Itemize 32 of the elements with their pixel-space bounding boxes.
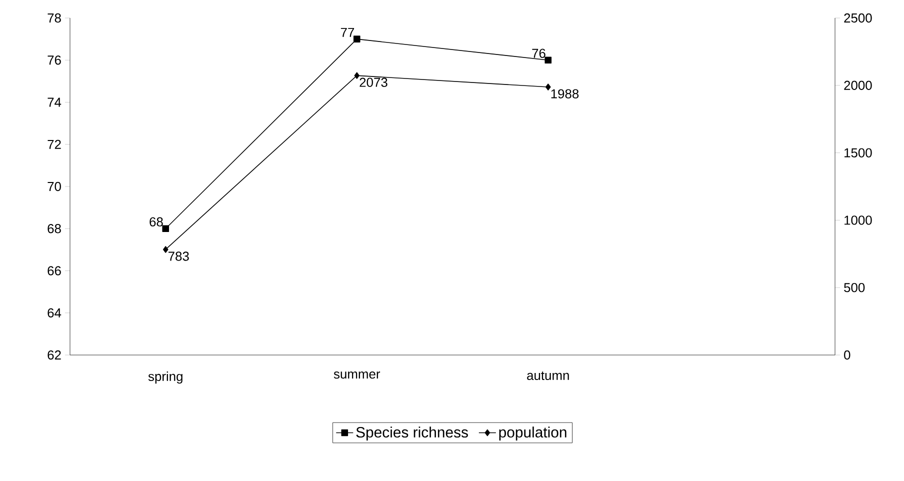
y2-tick-label: 2000	[844, 80, 872, 90]
y-tick-label: 62	[48, 350, 61, 360]
y-tick-label: 76	[48, 56, 61, 65]
y-tick-label: 70	[48, 182, 61, 192]
legend-label: population	[499, 426, 566, 441]
y2-tick-label: 2500	[844, 13, 872, 23]
data-label: 76	[532, 48, 546, 58]
x-tick-label: spring	[148, 372, 182, 384]
point	[162, 225, 170, 232]
y-tick-label: 64	[48, 308, 62, 318]
point	[544, 56, 552, 64]
point	[162, 246, 168, 253]
x-tick-label: summer	[334, 372, 380, 379]
data-label: 68	[150, 217, 163, 226]
data-label: 2073	[360, 78, 388, 87]
y2-tick-label: 0	[844, 350, 850, 360]
point	[545, 84, 551, 90]
data-label: 77	[340, 28, 354, 37]
y2-tick-label: 1500	[844, 148, 872, 158]
y2-tick-label: 1000	[844, 216, 872, 225]
y-tick-label: 72	[48, 140, 61, 149]
y-tick-label: 68	[48, 224, 61, 234]
legend-label: Species richness	[356, 426, 468, 441]
y-tick-label: 66	[48, 266, 61, 276]
y-tick-label: 78	[48, 13, 61, 23]
y-tick-label: 74	[48, 98, 62, 107]
data-label: 1988	[551, 89, 579, 98]
x-tick-label: autumn	[527, 372, 569, 380]
y2-tick-label: 500	[844, 283, 865, 292]
point	[354, 72, 360, 79]
data-label: 783	[168, 252, 189, 261]
point	[353, 36, 360, 42]
